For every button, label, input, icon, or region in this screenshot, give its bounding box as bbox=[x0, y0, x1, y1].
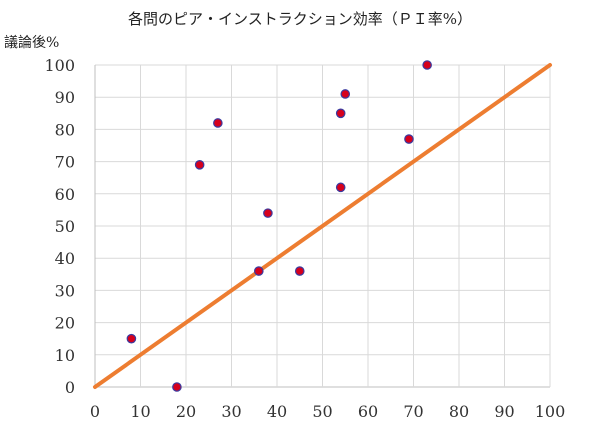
reference-line bbox=[93, 63, 552, 389]
x-tick-label: 20 bbox=[176, 402, 196, 421]
x-tick-label: 60 bbox=[358, 402, 378, 421]
data-points bbox=[126, 60, 432, 392]
data-point bbox=[294, 266, 305, 276]
y-tick-label: 100 bbox=[44, 56, 75, 75]
chart-title: 各問のピア・インストラクション効率（ＰＩ率%） bbox=[128, 10, 472, 28]
data-point bbox=[253, 266, 264, 276]
x-tick-label: 90 bbox=[494, 402, 514, 421]
x-tick-label: 40 bbox=[267, 402, 287, 421]
data-point bbox=[263, 208, 273, 218]
y-tick-label: 60 bbox=[55, 185, 75, 204]
data-point bbox=[340, 89, 351, 99]
x-tick-label: 10 bbox=[130, 402, 150, 421]
data-point bbox=[335, 108, 346, 119]
y-tick-label: 90 bbox=[55, 88, 75, 107]
data-point bbox=[172, 382, 182, 392]
y-axis-label: 議論後% bbox=[4, 34, 59, 51]
y-tick-label: 10 bbox=[55, 346, 75, 365]
y-tick-label: 70 bbox=[55, 153, 75, 172]
y-tick-label: 80 bbox=[55, 120, 75, 139]
x-tick-label: 30 bbox=[221, 402, 241, 421]
x-tick-label: 0 bbox=[90, 402, 100, 421]
y-tick-label: 20 bbox=[55, 314, 75, 333]
tick-labels: 0 10 20 30 40 50 60 70 80 90 100 0 10 20 30 40 50 60 70 80 9… bbox=[44, 56, 565, 421]
x-tick-label: 50 bbox=[312, 402, 332, 421]
data-point bbox=[404, 134, 414, 144]
reference-line-layer bbox=[93, 63, 552, 389]
x-tick-label: 70 bbox=[403, 402, 423, 421]
data-point bbox=[213, 118, 223, 128]
y-tick-label: 30 bbox=[55, 281, 75, 300]
data-point bbox=[194, 160, 205, 170]
x-tick-label: 80 bbox=[449, 402, 469, 421]
y-tick-label: 0 bbox=[65, 378, 75, 397]
data-point bbox=[126, 333, 137, 344]
y-tick-label: 50 bbox=[55, 217, 75, 236]
x-tick-label: 100 bbox=[535, 402, 566, 421]
data-point bbox=[335, 182, 346, 193]
data-point bbox=[422, 60, 432, 70]
y-tick-label: 40 bbox=[55, 249, 75, 268]
